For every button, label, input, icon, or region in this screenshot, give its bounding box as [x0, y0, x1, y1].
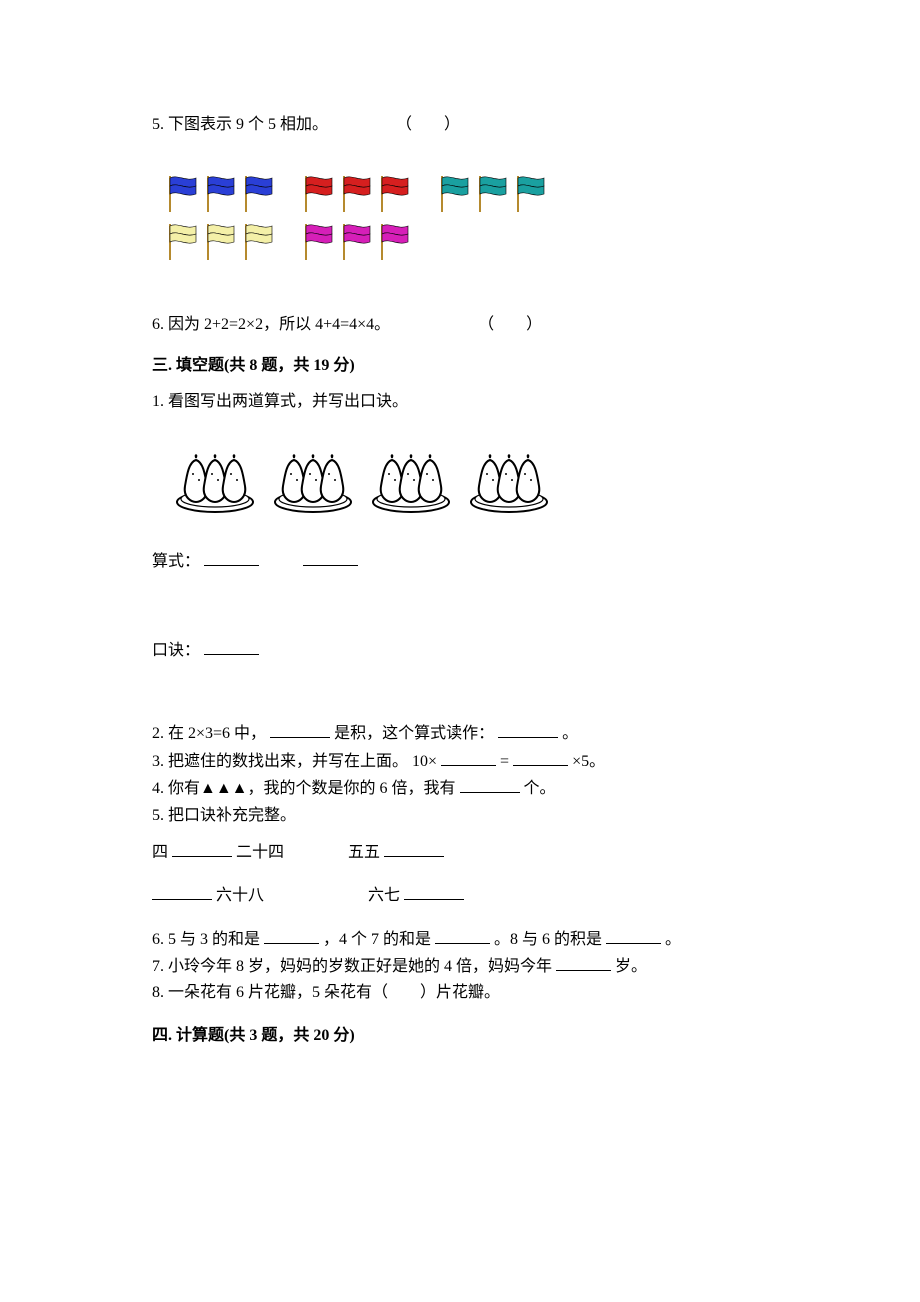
s3q2-end: 。: [562, 725, 578, 742]
s3q1-text: 1. 看图写出两道算式，并写出口诀。: [152, 391, 785, 413]
s3q3-pre: 3. 把遮住的数找出来，并写在上面。 10×: [152, 753, 437, 770]
pear-plate-icon: [466, 440, 552, 516]
flag-set: [164, 172, 276, 214]
flag-icon: [164, 220, 200, 262]
blank: [204, 639, 259, 655]
q5-text: 5. 下图表示 9 个 5 相加。: [152, 116, 328, 133]
s3q6-c: 。8 与 6 的积是: [494, 931, 602, 948]
expr-label: 算式：: [152, 553, 200, 570]
q6-paren: （ ）: [478, 316, 542, 333]
worksheet-page: 5. 下图表示 9 个 5 相加。 （ ）: [0, 0, 920, 1141]
s3q7-line: 7. 小玲今年 8 岁，妈妈的岁数正好是她的 4 倍，妈妈今年 岁。: [152, 955, 785, 978]
flag-icon: [338, 172, 374, 214]
blank: [172, 841, 232, 857]
flag-set: [436, 172, 548, 214]
s3q5-r2a-post: 六十八: [216, 887, 264, 904]
flag-icon: [436, 172, 472, 214]
flag-icon: [376, 172, 412, 214]
s3q1-expr: 算式：: [152, 550, 785, 573]
section3-title: 三. 填空题(共 8 题，共 19 分): [152, 355, 785, 377]
s3q2-pre: 2. 在 2×3=6 中，: [152, 725, 266, 742]
flag-row: [164, 172, 785, 214]
s3q6-a: 6. 5 与 3 的和是: [152, 931, 260, 948]
s3q5-r1a-pre: 四: [152, 844, 168, 861]
s3q5-row1: 四 二十四 五五: [152, 841, 785, 864]
flag-icon: [240, 172, 276, 214]
q6-line: 6. 因为 2+2=2×2，所以 4+4=4×4。 （ ）: [152, 314, 785, 336]
s3q3-mid: =: [500, 753, 509, 770]
flag-icon: [202, 220, 238, 262]
s3q6-b: ，4 个 7 的和是: [323, 931, 431, 948]
blank: [441, 750, 496, 766]
blank: [513, 750, 568, 766]
s3q7-b: 岁。: [615, 958, 647, 975]
flag-icon: [376, 220, 412, 262]
s3q6-d: 。: [665, 931, 681, 948]
blank: [606, 928, 661, 944]
mnemonic-label: 口诀：: [152, 642, 200, 659]
s3q4-end: 个。: [524, 780, 556, 797]
blank: [303, 550, 358, 566]
flag-icon: [300, 220, 336, 262]
blank: [384, 841, 444, 857]
flag-icon: [300, 172, 336, 214]
flag-icon: [512, 172, 548, 214]
s3q5-title: 5. 把口诀补充完整。: [152, 805, 785, 827]
s3q5-r2b-pre: 六七: [368, 887, 400, 904]
pear-plate-icon: [172, 440, 258, 516]
blank: [498, 722, 558, 738]
flag-set: [300, 172, 412, 214]
s3q2-mid: 是积，这个算式读作：: [334, 725, 494, 742]
s3q3-end: ×5。: [572, 753, 605, 770]
s3q5-r1a-post: 二十四: [236, 844, 284, 861]
blank: [556, 955, 611, 971]
flag-set: [300, 220, 412, 262]
s3q5-r1b-pre: 五五: [348, 844, 380, 861]
blank: [460, 777, 520, 793]
s3q5-row2: 六十八 六七: [152, 884, 785, 907]
flag-icon: [202, 172, 238, 214]
blank: [404, 884, 464, 900]
s3q7-a: 7. 小玲今年 8 岁，妈妈的岁数正好是她的 4 倍，妈妈今年: [152, 958, 552, 975]
s3q1-mnemonic: 口诀：: [152, 639, 785, 662]
q5-paren: （ ）: [396, 116, 460, 133]
flag-row: [164, 220, 785, 262]
flag-icon: [474, 172, 510, 214]
blank: [204, 550, 259, 566]
blank: [152, 884, 212, 900]
flag-set: [164, 220, 276, 262]
s3q3-line: 3. 把遮住的数找出来，并写在上面。 10× = ×5。: [152, 750, 785, 773]
blank: [270, 722, 330, 738]
q5-flags: [164, 172, 785, 262]
s3q8-line: 8. 一朵花有 6 片花瓣，5 朵花有（ ）片花瓣。: [152, 982, 785, 1004]
blank: [435, 928, 490, 944]
pear-plate-icon: [270, 440, 356, 516]
s3q4-line: 4. 你有▲▲▲，我的个数是你的 6 倍，我有 个。: [152, 777, 785, 800]
s3q2-line: 2. 在 2×3=6 中， 是积，这个算式读作： 。: [152, 722, 785, 745]
section4-title: 四. 计算题(共 3 题，共 20 分): [152, 1025, 785, 1047]
s3q4-pre: 4. 你有▲▲▲，我的个数是你的 6 倍，我有: [152, 780, 456, 797]
pear-plate-icon: [368, 440, 454, 516]
flag-icon: [164, 172, 200, 214]
q5-line: 5. 下图表示 9 个 5 相加。 （ ）: [152, 114, 785, 136]
blank: [264, 928, 319, 944]
flag-icon: [338, 220, 374, 262]
s3q1-pears: [172, 440, 785, 516]
q6-text: 6. 因为 2+2=2×2，所以 4+4=4×4。: [152, 316, 390, 333]
flag-icon: [240, 220, 276, 262]
s3q6-line: 6. 5 与 3 的和是 ，4 个 7 的和是 。8 与 6 的积是 。: [152, 928, 785, 951]
